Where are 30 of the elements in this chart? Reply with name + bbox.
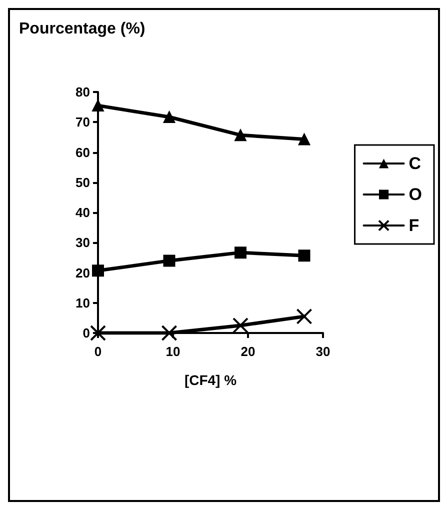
point xyxy=(298,250,310,262)
point xyxy=(298,133,310,146)
point xyxy=(92,264,104,277)
y-axis-title: Pourcentage (%) xyxy=(19,20,146,38)
y-tick-label: 20 xyxy=(76,265,90,280)
x-tick-label: 20 xyxy=(240,344,256,359)
x-tick-label: 0 xyxy=(94,344,102,359)
y-tick-label: 50 xyxy=(76,174,90,190)
y-tick-label: 60 xyxy=(76,144,90,160)
x-tick-label: 10 xyxy=(166,344,180,359)
x-tick-label: 30 xyxy=(316,344,330,359)
y-tick-label: 70 xyxy=(76,114,90,130)
y-tick-label: 0 xyxy=(82,326,90,340)
point xyxy=(163,254,176,267)
y-tick-label: 80 xyxy=(76,84,90,100)
legend-label: F xyxy=(408,216,420,235)
point xyxy=(232,317,248,334)
point xyxy=(90,325,106,341)
y-tick-label: 10 xyxy=(76,295,90,310)
point xyxy=(92,100,104,112)
legend-label: C xyxy=(408,154,422,173)
y-tick-label: 40 xyxy=(76,205,90,220)
point xyxy=(161,325,178,341)
point xyxy=(234,246,246,259)
point xyxy=(296,308,312,324)
legend-label: O xyxy=(408,185,422,204)
point xyxy=(234,129,246,142)
x-axis-title: [CF4] % xyxy=(184,372,238,388)
point xyxy=(163,111,176,124)
y-tick-label: 30 xyxy=(76,235,90,250)
